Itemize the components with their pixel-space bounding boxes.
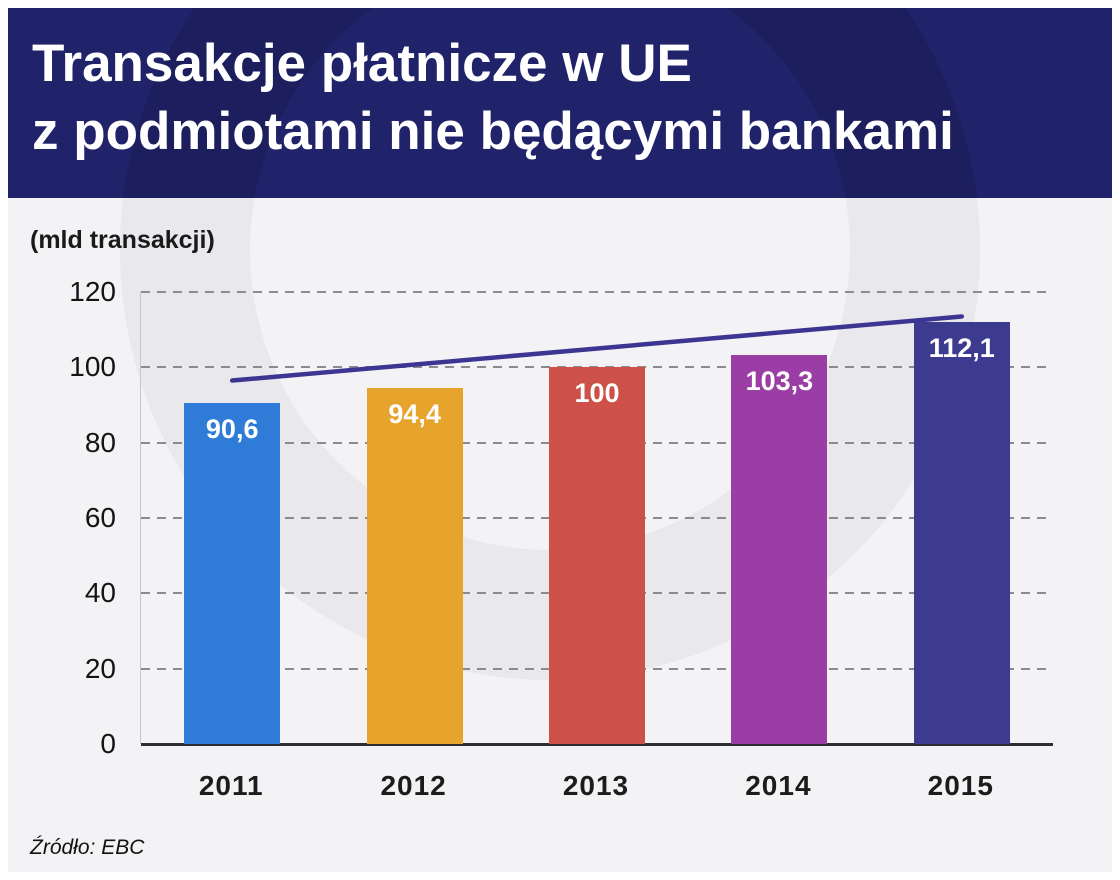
- bar-2011: 90,6: [184, 402, 281, 744]
- y-tick-label: 0: [100, 728, 116, 759]
- chart-canvas: Transakcje płatnicze w UE z podmiotami ni…: [8, 8, 1112, 872]
- bar-2015: 112,1: [913, 321, 1010, 744]
- plot-area: 90,6 94,4 100 103,3 112,1: [140, 291, 1053, 746]
- x-axis: 2011 2012 2013 2014 2015: [140, 770, 1052, 806]
- x-axis-label: 2012: [380, 770, 447, 801]
- y-tick-label: 80: [84, 426, 116, 458]
- bar-2012: 94,4: [366, 388, 463, 744]
- bar-2014: 103,3: [731, 354, 828, 744]
- page-title-line1: Transakcje płatnicze w UE: [32, 34, 692, 93]
- y-tick-label: 60: [84, 502, 116, 533]
- page-title-line2: z podmiotami nie będącymi bankami: [32, 101, 954, 161]
- y-tick-label: 120: [69, 276, 116, 307]
- y-axis: 0 20 40 60 80 100 120: [8, 276, 128, 759]
- bar-2013: 100: [549, 367, 645, 744]
- x-axis-label: 2013: [562, 770, 630, 801]
- x-axis-baseline: [141, 743, 1053, 746]
- bar-value-label: 90,6: [205, 413, 259, 444]
- x-axis-label: 2011: [198, 770, 264, 801]
- unit-label: (mld transakcji): [30, 226, 215, 254]
- source-label: Źródło: EBC: [30, 836, 145, 859]
- bar-value-label: 100: [574, 378, 620, 409]
- bars: 90,6 94,4 100 103,3 112,1: [141, 292, 1053, 744]
- bar-value-label: 103,3: [745, 365, 814, 396]
- gridline: [141, 291, 1053, 293]
- bar-value-label: 112,1: [928, 332, 995, 363]
- y-tick-label: 20: [84, 652, 116, 684]
- page-title: Transakcje płatnicze w UE z podmiotami ni…: [8, 8, 1112, 166]
- x-axis-label: 2015: [927, 770, 994, 801]
- x-axis-label: 2014: [745, 770, 812, 801]
- y-tick-label: 40: [84, 577, 116, 609]
- bar-value-label: 94,4: [388, 399, 441, 430]
- title-banner: Transakcje płatnicze w UE z podmiotami ni…: [8, 8, 1112, 198]
- y-tick-label: 100: [69, 351, 116, 383]
